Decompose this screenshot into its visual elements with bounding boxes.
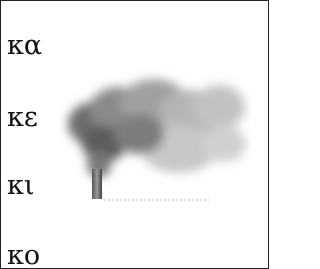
smoke bbox=[68, 79, 246, 178]
syllable-option[interactable]: κι bbox=[7, 171, 34, 201]
smoke-picture bbox=[59, 69, 251, 207]
chimney bbox=[92, 169, 102, 199]
syllable-option[interactable]: κε bbox=[7, 103, 38, 133]
syllable-option[interactable]: κο bbox=[7, 241, 40, 269]
syllable-option[interactable]: κα bbox=[7, 31, 42, 61]
quiz-card: κα κε κι κο bbox=[0, 0, 269, 269]
